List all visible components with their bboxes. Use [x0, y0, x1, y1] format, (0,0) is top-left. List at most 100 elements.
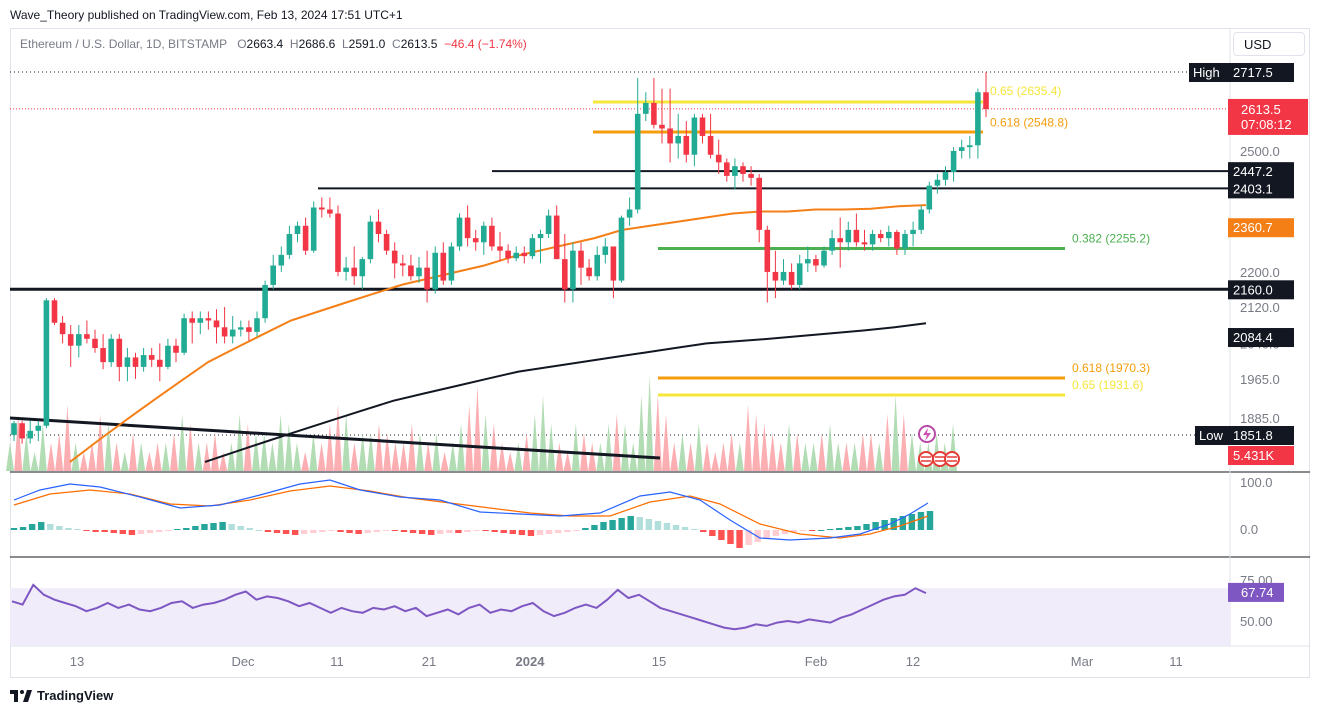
volume-area: [793, 433, 802, 471]
volume-area: [826, 423, 834, 471]
candle-body: [562, 259, 568, 290]
candle-body: [108, 338, 114, 363]
macd-histogram-bar: [718, 530, 725, 540]
macd-histogram-bar: [164, 530, 172, 531]
candle-body: [472, 238, 479, 243]
currency-selector[interactable]: USD: [1233, 32, 1305, 56]
change-value: −46.4 (−1.74%): [444, 37, 527, 51]
macd-histogram-bar: [554, 530, 562, 533]
volume-area: [776, 442, 785, 471]
candle-body: [553, 215, 560, 260]
macd-histogram-bar: [310, 530, 317, 533]
rsi-line: [11, 583, 927, 631]
candle-body: [464, 217, 471, 239]
volume-area: [88, 442, 96, 471]
low-label-bg: [1195, 426, 1230, 445]
macd-histogram-bar: [409, 530, 417, 533]
macd-histogram-bar: [38, 522, 45, 530]
volume-area: [703, 442, 711, 471]
candle-body: [651, 102, 657, 125]
volume-area: [301, 452, 310, 471]
macd-histogram-bar: [872, 522, 879, 530]
candle-body: [748, 173, 754, 178]
level-tag-2403: 2403.1: [1233, 181, 1273, 196]
symbol-title[interactable]: Ethereum / U.S. Dollar, 1D, BITSTAMP: [20, 37, 228, 51]
macd-histogram-bar: [400, 530, 408, 532]
candle-body: [521, 252, 528, 257]
support-tag: 2160.0: [1233, 282, 1273, 297]
macd-histogram-bar: [799, 530, 807, 531]
symbol-legend: Ethereum / U.S. Dollar, 1D, BITSTAMP O26…: [20, 37, 527, 51]
rsi-tag-bg: [1228, 582, 1284, 602]
candle-body: [764, 229, 771, 272]
volume-area: [809, 442, 818, 471]
macd-histogram-bar: [917, 512, 925, 530]
volume-area: [170, 433, 178, 471]
price-axis-tick: 2200.0: [1240, 265, 1280, 280]
volume-area: [186, 423, 195, 471]
macd-histogram-bar: [83, 530, 90, 531]
candle-body: [270, 265, 276, 285]
candle-body: [829, 238, 835, 251]
macd-histogram-bar: [609, 520, 616, 530]
candle-body: [756, 177, 762, 230]
candle-body: [456, 217, 463, 247]
volume-area: [760, 423, 769, 471]
rsi-value-tag: 67.74: [1241, 585, 1274, 600]
fib-level-label: 0.65 (1931.6): [1072, 378, 1143, 392]
candle-body: [861, 242, 868, 245]
candle-body: [351, 267, 357, 277]
macd-histogram-bar: [291, 530, 299, 535]
candle-body: [967, 145, 973, 148]
candle-body: [618, 217, 625, 281]
tradingview-footer: TradingView: [10, 688, 113, 703]
candle-body: [626, 209, 633, 218]
volume-area: [268, 442, 277, 471]
support-tag-bg: [1228, 280, 1294, 300]
macd-histogram-bar: [527, 530, 535, 536]
macd-histogram-bar: [808, 530, 816, 531]
macd-histogram-bar: [174, 529, 181, 530]
macd-axis-tick: 100.0: [1240, 475, 1273, 490]
volume-area: [473, 385, 482, 471]
candle-body: [302, 225, 309, 251]
macd-signal-line: [13, 485, 929, 539]
candle-body: [359, 259, 366, 277]
candle-body: [950, 150, 957, 173]
candle-body: [181, 318, 187, 353]
candle-body: [707, 135, 714, 155]
volume-area: [899, 414, 908, 471]
candle-body: [869, 233, 876, 245]
candle-body: [699, 117, 706, 136]
candle-body: [221, 327, 228, 337]
macd-histogram-bar: [926, 511, 934, 530]
macd-histogram-bar: [19, 527, 27, 530]
level-tag-2447-bg: [1228, 162, 1294, 182]
volume-area: [399, 442, 408, 471]
low-label: L: [341, 37, 349, 51]
candle-body: [634, 113, 641, 210]
candle-body: [505, 250, 511, 259]
macd-histogram-bar: [745, 530, 752, 545]
macd-histogram-bar: [228, 524, 235, 530]
volume-area: [539, 395, 547, 471]
candle-body: [92, 338, 98, 349]
volume-area: [448, 442, 457, 471]
candle-body: [837, 238, 843, 243]
volume-area: [22, 433, 31, 471]
volume-area: [235, 414, 244, 471]
macd-histogram-bar: [836, 528, 843, 530]
candle-body: [805, 259, 811, 264]
fib-level-label: 0.65 (2635.4): [990, 84, 1061, 98]
candle-body: [740, 166, 746, 174]
macd-histogram-bar: [65, 528, 72, 530]
volume-area: [6, 442, 14, 471]
high-tag-bg: [1228, 63, 1294, 82]
macd-histogram-bar: [500, 530, 507, 533]
candle-body: [610, 246, 617, 281]
candle-body: [489, 225, 495, 247]
price-axis-tick: 2500.0: [1240, 144, 1280, 159]
candle-body: [262, 284, 268, 319]
macd-histogram-bar: [690, 529, 698, 530]
